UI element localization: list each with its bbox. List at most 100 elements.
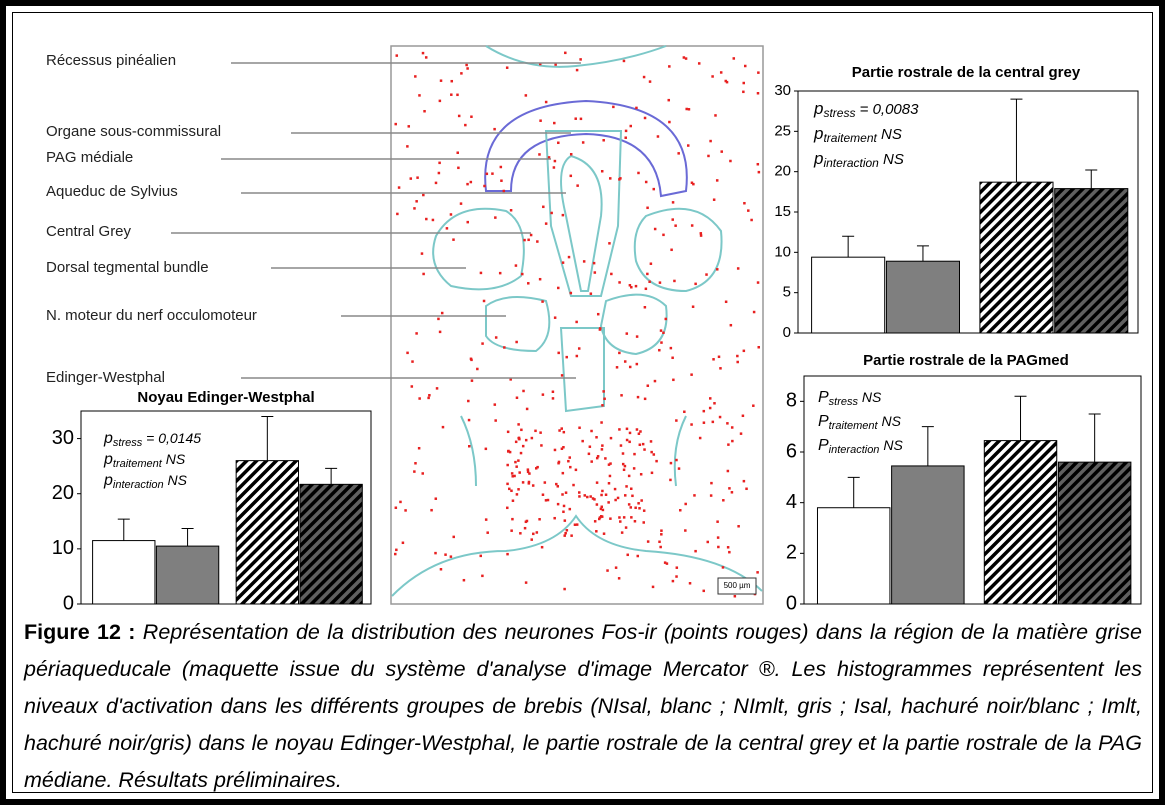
fos-dot <box>438 162 441 165</box>
fos-dot <box>650 451 653 454</box>
fos-dot <box>742 91 745 94</box>
fos-dot <box>618 281 621 284</box>
fos-dot <box>503 346 506 349</box>
fos-dot <box>564 532 567 535</box>
fos-dot <box>618 428 621 431</box>
stat-symbol: p <box>103 451 113 468</box>
error-bar <box>325 468 337 484</box>
fos-dot <box>722 566 725 569</box>
fos-dot <box>414 462 417 465</box>
region-label: Central Grey <box>46 223 132 240</box>
fos-dot <box>639 430 642 433</box>
fos-dot <box>540 444 543 447</box>
fos-dot <box>647 384 650 387</box>
fos-dot <box>699 437 702 440</box>
fos-dot <box>628 503 631 506</box>
fos-dot <box>593 262 596 265</box>
y-tick-label: 2 <box>786 542 797 564</box>
fos-dot <box>634 507 637 510</box>
fos-dot <box>596 481 599 484</box>
y-tick-label: 30 <box>52 427 74 449</box>
fos-dot <box>507 431 510 434</box>
fos-dot <box>728 551 731 554</box>
fos-dot <box>525 94 528 97</box>
fos-dot <box>511 518 514 521</box>
fos-dot <box>584 494 587 497</box>
fos-dot <box>725 80 728 83</box>
fos-dot <box>623 469 626 472</box>
fos-dot <box>516 397 519 400</box>
fos-dot <box>712 358 715 361</box>
figure-page: 500 µm Récessus pinéalien Organe sous-co… <box>0 0 1165 805</box>
fos-dot <box>636 335 639 338</box>
fos-dot <box>635 285 638 288</box>
fos-dot <box>626 554 629 557</box>
fos-dot <box>515 341 518 344</box>
fos-dot <box>644 398 647 401</box>
fos-dot <box>452 238 455 241</box>
fos-dot <box>511 475 514 478</box>
fos-dot <box>633 467 636 470</box>
fos-dot <box>486 173 489 176</box>
fos-dot <box>411 360 414 363</box>
fos-dot <box>396 54 399 57</box>
fos-dot <box>586 496 589 499</box>
fos-dot <box>727 470 730 473</box>
stat-symbol: p <box>813 149 823 168</box>
fos-dot <box>610 273 613 276</box>
fos-dot <box>649 80 652 83</box>
fos-dot <box>510 529 513 532</box>
stat-value: NS <box>858 389 882 405</box>
fos-dot <box>522 390 525 393</box>
fos-dot <box>470 181 473 184</box>
fos-dot <box>493 128 496 131</box>
fos-dot <box>468 445 471 448</box>
fos-dot <box>544 481 547 484</box>
fos-dot <box>747 209 750 212</box>
fos-dot <box>539 119 542 122</box>
fos-dot <box>647 540 650 543</box>
fos-dot <box>590 460 593 463</box>
fos-dot <box>610 437 613 440</box>
fos-dot <box>463 579 466 582</box>
fos-dot <box>603 398 606 401</box>
fos-dot <box>421 472 424 475</box>
fos-dot <box>630 506 633 509</box>
fos-dot <box>542 393 545 396</box>
fos-dot <box>737 525 740 528</box>
fos-dot <box>418 447 421 450</box>
fos-dot <box>541 300 544 303</box>
fos-dot <box>642 443 645 446</box>
stat-symbol: p <box>813 99 823 118</box>
fos-dot <box>698 62 701 65</box>
fos-dot <box>717 536 720 539</box>
fos-dot <box>441 312 444 315</box>
fos-dot <box>624 360 627 363</box>
fos-dot <box>750 219 753 222</box>
fos-dot <box>620 394 623 397</box>
fos-dot <box>567 460 570 463</box>
fos-dot <box>668 65 671 68</box>
fos-dot <box>512 499 514 502</box>
fos-dot <box>758 171 761 174</box>
fos-dot <box>396 213 399 216</box>
fos-dot <box>683 56 686 59</box>
fos-dot <box>629 432 632 435</box>
fos-dot <box>515 441 518 444</box>
fos-dot <box>743 202 746 205</box>
fos-dot <box>552 397 555 400</box>
fos-dot <box>468 419 471 422</box>
fos-dot <box>670 347 673 350</box>
region-label: Organe sous-commissural <box>46 123 221 140</box>
caption-text: Représentation de la distribution des ne… <box>24 620 1142 792</box>
fos-dot <box>590 430 593 433</box>
fos-dot <box>593 498 596 501</box>
fos-dot <box>642 521 645 524</box>
region-label: PAG médiale <box>46 149 133 166</box>
stat-symbol: p <box>103 430 113 447</box>
fos-dot <box>398 186 401 189</box>
fos-dot <box>659 281 662 284</box>
fos-dot <box>648 281 651 284</box>
stat-symbol: p <box>103 472 113 489</box>
fos-dot <box>576 184 579 187</box>
